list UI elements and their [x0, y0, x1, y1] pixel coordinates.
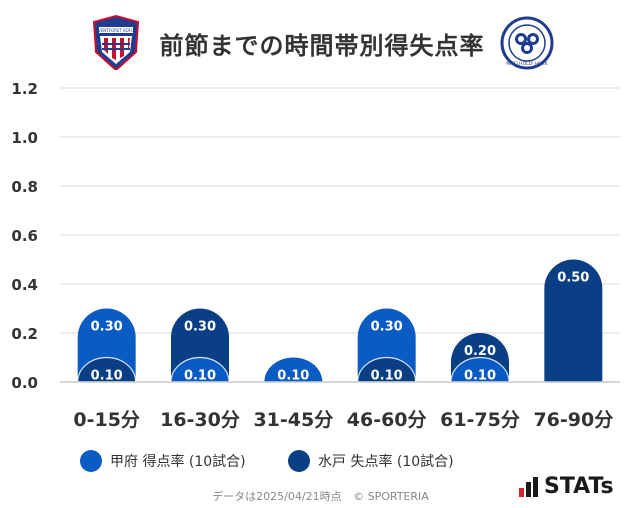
away-logo-text: MITO HOLLY HOCK: [506, 61, 549, 67]
home-data-label: 0.10: [464, 369, 496, 384]
y-tick-label: 1.0: [11, 129, 38, 147]
footer-copyright: © SPORTERIA: [353, 490, 429, 503]
chart-header: VENTFORET KOFU 前節までの時間帯別得失点率 MITO HOLLY …: [0, 0, 641, 80]
footer-date: データは2025/04/21時点: [212, 490, 342, 503]
home-data-label: 0.30: [371, 320, 403, 335]
y-tick-label: 1.2: [11, 80, 38, 98]
stats-brand-name: STATs: [544, 474, 614, 499]
away-data-label: 0.30: [184, 320, 216, 335]
home-data-label: 0.30: [91, 320, 123, 335]
away-data-label: 0.20: [464, 344, 496, 359]
home-team-logo: VENTFORET KOFU: [92, 14, 140, 70]
x-tick-label: 16-30分: [160, 409, 240, 431]
away-data-label: 0.10: [91, 369, 123, 384]
stats-brand: STATs: [518, 474, 614, 499]
away-bar: [544, 259, 603, 382]
x-tick-label: 61-75分: [440, 409, 520, 431]
stats-logo-icon: [519, 476, 538, 497]
legend-home: 甲府 得点率 (10試合): [80, 449, 246, 473]
legend-away-swatch: [288, 450, 310, 472]
away-data-label: 0.50: [557, 271, 589, 286]
home-data-label: 0.10: [277, 369, 309, 384]
y-tick-label: 0.8: [11, 178, 38, 196]
legend-away-label: 水戸 失点率 (10試合): [318, 454, 454, 470]
y-tick-label: 0.0: [11, 374, 38, 392]
away-team-logo: MITO HOLLY HOCK: [500, 16, 554, 70]
away-data-label: 0.10: [371, 369, 403, 384]
x-tick-label: 46-60分: [347, 409, 427, 431]
x-tick-label: 0-15分: [73, 409, 140, 431]
footer-note: データは2025/04/21時点 © SPORTERIA: [0, 488, 641, 504]
home-bar: [264, 357, 323, 382]
legend-away: 水戸 失点率 (10試合): [288, 449, 454, 473]
home-bar: [450, 356, 510, 383]
away-bar: [77, 356, 137, 383]
legend-home-swatch: [80, 450, 102, 472]
away-bar: [357, 356, 417, 383]
home-logo-text: VENTFORET KOFU: [98, 28, 134, 33]
x-tick-label: 76-90分: [533, 409, 613, 431]
y-tick-label: 0.2: [11, 325, 38, 343]
home-data-label: 0.10: [184, 369, 216, 384]
y-tick-label: 0.4: [11, 276, 38, 294]
home-bar: [170, 356, 230, 383]
y-tick-label: 0.6: [11, 227, 38, 245]
chart-title: 前節までの時間帯別得失点率: [159, 32, 485, 60]
x-tick-label: 31-45分: [253, 409, 333, 431]
legend-home-label: 甲府 得点率 (10試合): [110, 454, 246, 470]
bar-chart: 0.0 0.2 0.4 0.6 0.8 1.0 1.2 0.30 0.10 0-15分 0.10 0.…: [11, 80, 620, 431]
